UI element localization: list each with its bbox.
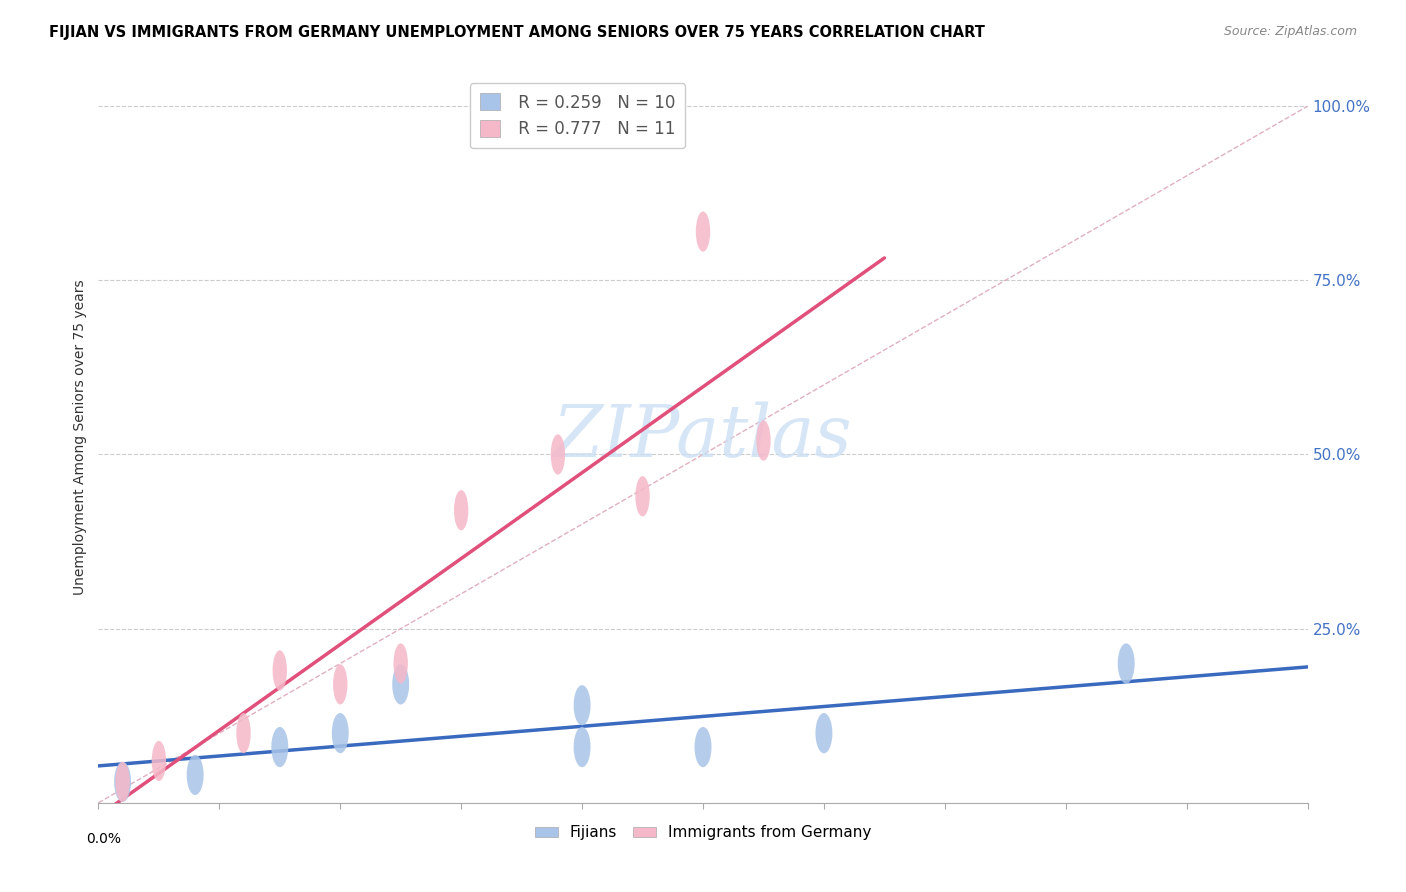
Ellipse shape [333,665,347,705]
Text: Source: ZipAtlas.com: Source: ZipAtlas.com [1223,25,1357,38]
Legend: Fijians, Immigrants from Germany: Fijians, Immigrants from Germany [529,819,877,847]
Ellipse shape [236,713,250,753]
Ellipse shape [454,490,468,531]
Ellipse shape [115,762,129,802]
Text: ZIPatlas: ZIPatlas [553,401,853,473]
Ellipse shape [273,650,287,690]
Text: 0.0%: 0.0% [86,832,121,846]
Ellipse shape [574,727,591,767]
Ellipse shape [152,741,166,781]
Ellipse shape [551,434,565,475]
Ellipse shape [756,420,770,460]
Ellipse shape [815,713,832,753]
Ellipse shape [695,727,711,767]
Ellipse shape [392,665,409,705]
Ellipse shape [187,755,204,795]
Ellipse shape [636,476,650,516]
Ellipse shape [271,727,288,767]
Y-axis label: Unemployment Among Seniors over 75 years: Unemployment Among Seniors over 75 years [73,279,87,595]
Ellipse shape [394,643,408,683]
Ellipse shape [332,713,349,753]
Ellipse shape [114,762,131,802]
Text: FIJIAN VS IMMIGRANTS FROM GERMANY UNEMPLOYMENT AMONG SENIORS OVER 75 YEARS CORRE: FIJIAN VS IMMIGRANTS FROM GERMANY UNEMPL… [49,25,986,40]
Ellipse shape [1118,643,1135,683]
Ellipse shape [574,685,591,725]
Ellipse shape [696,211,710,252]
